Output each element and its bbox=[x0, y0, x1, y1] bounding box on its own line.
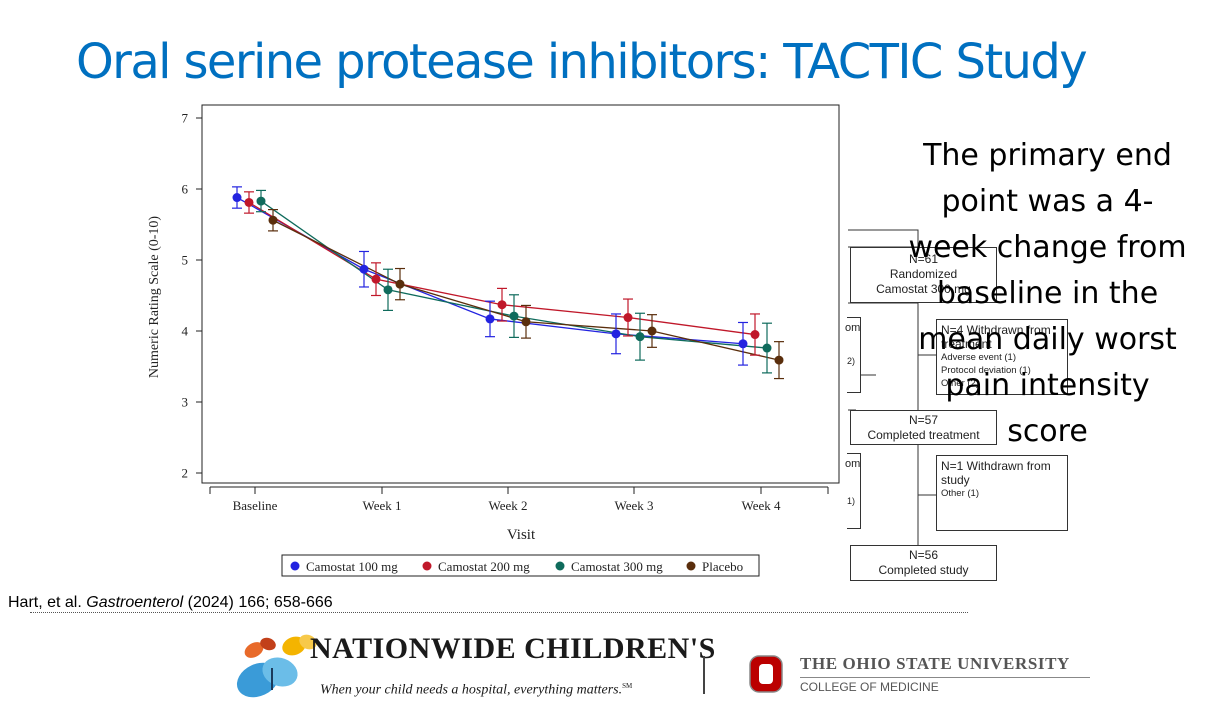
data-point bbox=[383, 285, 393, 295]
y-tick-label: 4 bbox=[182, 324, 189, 339]
legend-label: Camostat 200 mg bbox=[438, 559, 530, 574]
citation-details: (2024) 166; 658-666 bbox=[183, 594, 333, 611]
y-tick-label: 6 bbox=[182, 182, 189, 197]
withdrawn-treatment-reason-3: Other (2) bbox=[941, 378, 980, 389]
legend-label: Camostat 100 mg bbox=[306, 559, 398, 574]
y-tick-label: 2 bbox=[182, 466, 189, 481]
flowchart-left-fragment-1: om 2) bbox=[845, 317, 861, 393]
citation-journal: Gastroenterol bbox=[86, 594, 184, 611]
x-tick-label: Week 2 bbox=[488, 498, 527, 513]
data-point bbox=[521, 317, 531, 327]
citation-authors: Hart, et al. bbox=[8, 594, 87, 611]
completed-treatment-label: Completed treatment bbox=[867, 428, 980, 442]
withdrawn-treatment-reason-2: Protocol deviation (1) bbox=[941, 365, 1031, 376]
data-point bbox=[750, 330, 760, 340]
randomized-label: Randomized bbox=[889, 267, 958, 281]
x-tick-label: Week 3 bbox=[614, 498, 653, 513]
withdrawn-study-reason-1: Other (1) bbox=[941, 488, 980, 499]
x-tick-label: Week 1 bbox=[362, 498, 401, 513]
nch-name: NATIONWIDE CHILDREN'S bbox=[310, 632, 716, 665]
data-point bbox=[635, 332, 645, 342]
withdrawn-treatment-title-2: treatment bbox=[941, 337, 992, 351]
flowchart-box-completed-study: N=56 Completed study bbox=[850, 545, 997, 581]
data-point bbox=[359, 264, 369, 274]
osu-rule bbox=[800, 677, 1090, 678]
data-point bbox=[647, 326, 657, 336]
osu-college: COLLEGE OF MEDICINE bbox=[800, 680, 939, 694]
withdrawn-treatment-title-1: N=4 Withdrawn from bbox=[941, 323, 1051, 337]
y-tick-label: 7 bbox=[182, 111, 189, 126]
flowchart-box-withdrawn-study: N=1 Withdrawn from study Other (1) bbox=[936, 455, 1068, 531]
legend-marker bbox=[290, 561, 300, 571]
data-point bbox=[509, 311, 519, 321]
legend-box bbox=[281, 554, 760, 577]
citation-divider bbox=[30, 612, 968, 613]
flowchart-box-completed-treatment: N=57 Completed treatment bbox=[850, 410, 997, 445]
completed-study-count: N=56 bbox=[908, 548, 939, 562]
left-fragment-2-text: om bbox=[845, 458, 861, 470]
nch-tagline-text: When your child needs a hospital, everyt… bbox=[320, 682, 623, 698]
y-tick-label: 3 bbox=[182, 395, 189, 410]
ohio-state-logo: THE OHIO STATE UNIVERSITY COLLEGE OF MED… bbox=[746, 652, 1106, 696]
data-point bbox=[497, 300, 507, 310]
legend-label: Camostat 300 mg bbox=[571, 559, 663, 574]
data-point bbox=[623, 313, 633, 323]
legend-label: Placebo bbox=[702, 559, 743, 574]
block-o-icon bbox=[749, 655, 783, 693]
osu-name: THE OHIO STATE UNIVERSITY bbox=[800, 654, 1070, 673]
line-chart: 2 3 4 5 6 7 Baseline Week 1 Week 2 Week 3 Week 4 Vi… bbox=[147, 104, 840, 577]
left-fragment-1-count: 2) bbox=[847, 356, 856, 366]
butterfly-icon bbox=[236, 634, 317, 698]
withdrawn-study-title-2: study bbox=[941, 473, 970, 487]
data-point bbox=[268, 215, 278, 225]
x-tick-label: Week 4 bbox=[741, 498, 781, 513]
x-axis-label: Visit bbox=[507, 527, 536, 543]
primary-endpoint-callout: The primary end point was a 4-week chang… bbox=[908, 138, 1187, 449]
data-point bbox=[485, 314, 495, 324]
data-point bbox=[232, 193, 242, 203]
completed-study-label: Completed study bbox=[878, 563, 969, 577]
legend-marker bbox=[555, 561, 565, 571]
randomized-arm: Camostat 300 mg bbox=[876, 282, 971, 296]
data-point bbox=[774, 355, 784, 365]
logo-divider bbox=[703, 656, 705, 694]
data-point bbox=[395, 279, 405, 289]
legend-marker bbox=[422, 561, 432, 571]
data-point bbox=[611, 329, 621, 339]
nch-tagline-tm: SM bbox=[622, 682, 633, 690]
flowchart-box-withdrawn-treatment: N=4 Withdrawn from treatment Adverse eve… bbox=[936, 319, 1068, 395]
data-point bbox=[244, 197, 254, 207]
nationwide-childrens-logo: NATIONWIDE CHILDREN'S When your child ne… bbox=[228, 628, 715, 704]
consort-flowchart: N=61 Randomized Camostat 300 mg om 2) N=… bbox=[845, 225, 1088, 585]
withdrawn-study-title-1: N=1 Withdrawn from bbox=[941, 459, 1051, 473]
flowchart-box-randomized: N=61 Randomized Camostat 300 mg bbox=[850, 247, 997, 303]
plot-area bbox=[201, 104, 840, 484]
y-axis-label: Numeric Rating Scale (0-10) bbox=[147, 216, 162, 378]
data-point bbox=[762, 343, 772, 353]
legend-marker bbox=[686, 561, 696, 571]
x-tick-label: Baseline bbox=[233, 498, 278, 513]
data-point bbox=[371, 274, 381, 284]
completed-treatment-count: N=57 bbox=[908, 413, 939, 427]
data-point bbox=[738, 339, 748, 349]
withdrawn-treatment-reason-1: Adverse event (1) bbox=[941, 352, 1016, 363]
left-fragment-1-text: om bbox=[845, 322, 861, 334]
randomized-count: N=61 bbox=[908, 252, 939, 266]
slide-title: Oral serine protease inhibitors: TACTIC … bbox=[76, 34, 1088, 90]
flowchart-left-fragment-2: om 1) bbox=[845, 453, 861, 529]
left-fragment-2-count: 1) bbox=[847, 496, 856, 506]
nch-tagline: When your child needs a hospital, everyt… bbox=[320, 682, 632, 699]
y-tick-label: 5 bbox=[182, 253, 189, 268]
data-point bbox=[256, 196, 266, 206]
citation: Hart, et al. Gastroenterol (2024) 166; 6… bbox=[8, 594, 333, 612]
